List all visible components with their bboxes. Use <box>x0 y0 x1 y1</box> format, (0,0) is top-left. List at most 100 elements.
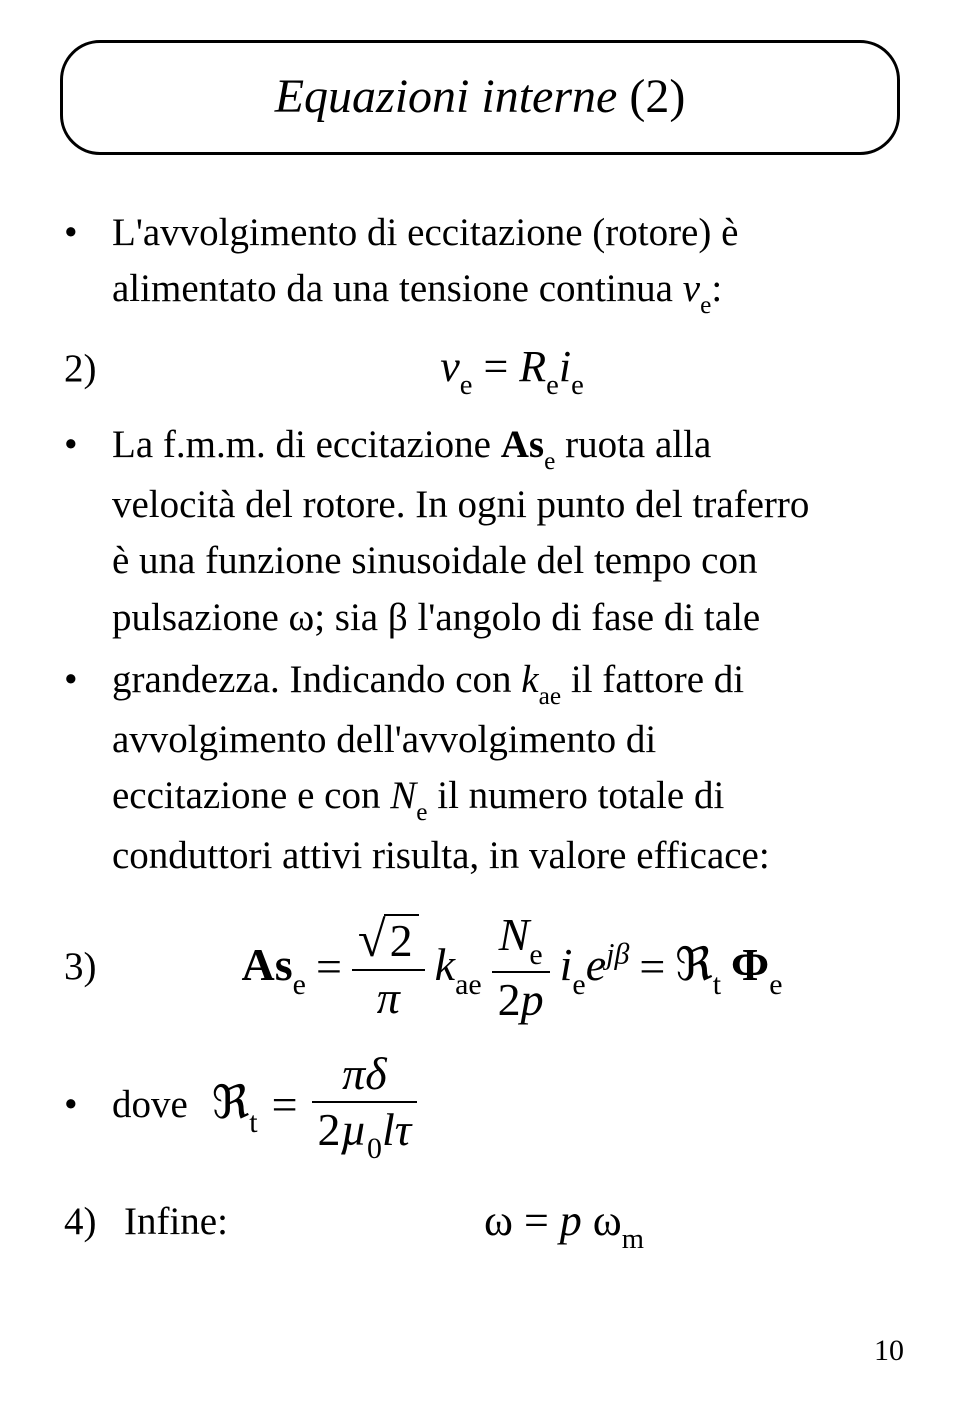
var-As: As <box>501 423 544 466</box>
var-p: p <box>521 974 544 1025</box>
equation-4: ω = p ωm <box>484 1189 644 1257</box>
text: grandezza. Indicando con <box>112 658 521 701</box>
var-omega: ω <box>593 1196 622 1245</box>
var-pi: π <box>371 971 406 1021</box>
var-p: p <box>560 1196 582 1245</box>
var-reluctance: ℜ <box>212 1077 249 1128</box>
eq-sign: = <box>639 934 665 1001</box>
var-i: i <box>560 939 573 990</box>
text: alimentato da una tensione continua <box>112 267 683 310</box>
bullet-item-dove: • dove ℜt = πδ 2µ0lτ <box>60 1051 900 1161</box>
sqrt-body: 2 <box>384 914 419 964</box>
bullet-item: • La f.m.m. di eccitazione Ase ruota all… <box>60 417 900 646</box>
var-omega: ω <box>289 596 315 639</box>
var-k: k <box>521 658 538 701</box>
bullet-marker: • <box>60 417 112 474</box>
text: il fattore di <box>561 658 744 701</box>
var-delta: δ <box>365 1048 386 1099</box>
fraction: πδ 2µ0lτ <box>312 1051 418 1161</box>
var-mu: µ <box>341 1104 368 1155</box>
eq-sign: = <box>316 934 342 1001</box>
var-beta: β <box>388 596 408 639</box>
equation-number: 3) <box>60 939 124 996</box>
text: velocità del rotore. In ogni punto del t… <box>112 483 809 526</box>
bullet-marker: • <box>60 205 112 262</box>
equation-row-4: 4) Infine: ω = p ωm <box>60 1189 900 1257</box>
text: La f.m.m. di eccitazione <box>112 423 501 466</box>
title-frame: Equazioni interne (2) <box>60 40 900 155</box>
var-N: N <box>499 909 530 960</box>
var-omega: ω <box>484 1196 513 1245</box>
sub-e: e <box>460 370 473 401</box>
num-2: 2 <box>498 974 521 1025</box>
text: : <box>711 267 722 310</box>
eq-sign: = <box>272 1072 298 1139</box>
text-line: grandezza. Indicando con kae il fattore … <box>112 652 900 884</box>
text-infine: Infine: <box>124 1194 228 1251</box>
bullet-item: • grandezza. Indicando con kae il fattor… <box>60 652 900 884</box>
sub-e: e <box>546 370 559 401</box>
text-dove: dove <box>112 1077 188 1134</box>
sub-t: t <box>249 1106 257 1139</box>
eq-sign: = <box>472 342 519 391</box>
var-phi: Φ <box>731 939 769 990</box>
sub-e: e <box>416 798 427 826</box>
page-title-paren: (2) <box>629 70 685 123</box>
fraction: √2 π <box>352 914 425 1021</box>
sub-e: e <box>544 447 555 475</box>
equation-3: Ase = √2 π kae Ne <box>124 912 900 1022</box>
text: conduttori attivi risulta, in valore eff… <box>112 834 770 877</box>
equation-number: 2) <box>60 341 124 398</box>
text: il numero totale di <box>428 774 725 817</box>
var-N: N <box>390 774 416 817</box>
sub-e: e <box>700 291 711 319</box>
bullet-marker: • <box>60 1077 112 1134</box>
var-reluctance: ℜ <box>675 939 712 990</box>
var-e: e <box>586 939 606 990</box>
text: L'avvolgimento di eccitazione (rotore) è <box>112 211 738 254</box>
var-v: v <box>683 267 700 310</box>
sup-beta: β <box>614 938 629 971</box>
num-2: 2 <box>318 1104 341 1155</box>
fraction: Ne 2p <box>492 912 550 1022</box>
page-title: Equazioni interne <box>275 70 618 123</box>
page-number: 10 <box>874 1334 904 1368</box>
var-tau: τ <box>395 1104 411 1155</box>
equation-row-3: 3) Ase = √2 π kae <box>60 912 900 1022</box>
text: è una funzione sinusoidale del tempo con <box>112 539 757 582</box>
text: l'angolo di fase di tale <box>408 596 761 639</box>
equation-2: ve = Reie <box>124 335 900 403</box>
var-pi: π <box>342 1048 365 1099</box>
var-l: l <box>382 1104 395 1155</box>
equation-dove: ℜt = πδ 2µ0lτ <box>212 1051 417 1161</box>
sqrt: √2 <box>358 914 419 965</box>
infine-line: Infine: ω = p ωm <box>124 1189 900 1257</box>
eq-sign: = <box>513 1196 560 1245</box>
var-k: k <box>435 939 455 990</box>
text: ruota alla <box>555 423 711 466</box>
bullet-marker: • <box>60 652 112 709</box>
var-v: v <box>440 342 460 391</box>
equation-number: 4) <box>60 1194 124 1251</box>
dove-line: dove ℜt = πδ 2µ0lτ <box>112 1051 900 1161</box>
sub-e: e <box>769 968 782 1001</box>
equation-row-2: 2) ve = Reie <box>60 335 900 403</box>
sub-t: t <box>713 968 721 1001</box>
bullet-item: • L'avvolgimento di eccitazione (rotore)… <box>60 205 900 321</box>
var-i: i <box>559 342 571 391</box>
body-text: • L'avvolgimento di eccitazione (rotore)… <box>60 205 900 1257</box>
sub-e: e <box>572 968 585 1001</box>
var-R: R <box>519 342 546 391</box>
text: eccitazione e con <box>112 774 390 817</box>
sub-0: 0 <box>367 1132 382 1165</box>
sub-ae: ae <box>539 682 562 710</box>
sub-ae: ae <box>455 968 482 1001</box>
var-As: As <box>242 939 293 990</box>
text: ; sia <box>314 596 388 639</box>
page: Equazioni interne (2) • L'avvolgimento d… <box>0 0 960 1414</box>
text-line: La f.m.m. di eccitazione Ase ruota alla … <box>112 417 900 646</box>
sub-e: e <box>293 968 306 1001</box>
text: avvolgimento dell'avvolgimento di <box>112 718 656 761</box>
sub-m: m <box>622 1224 644 1255</box>
text-line: L'avvolgimento di eccitazione (rotore) è… <box>112 205 900 321</box>
